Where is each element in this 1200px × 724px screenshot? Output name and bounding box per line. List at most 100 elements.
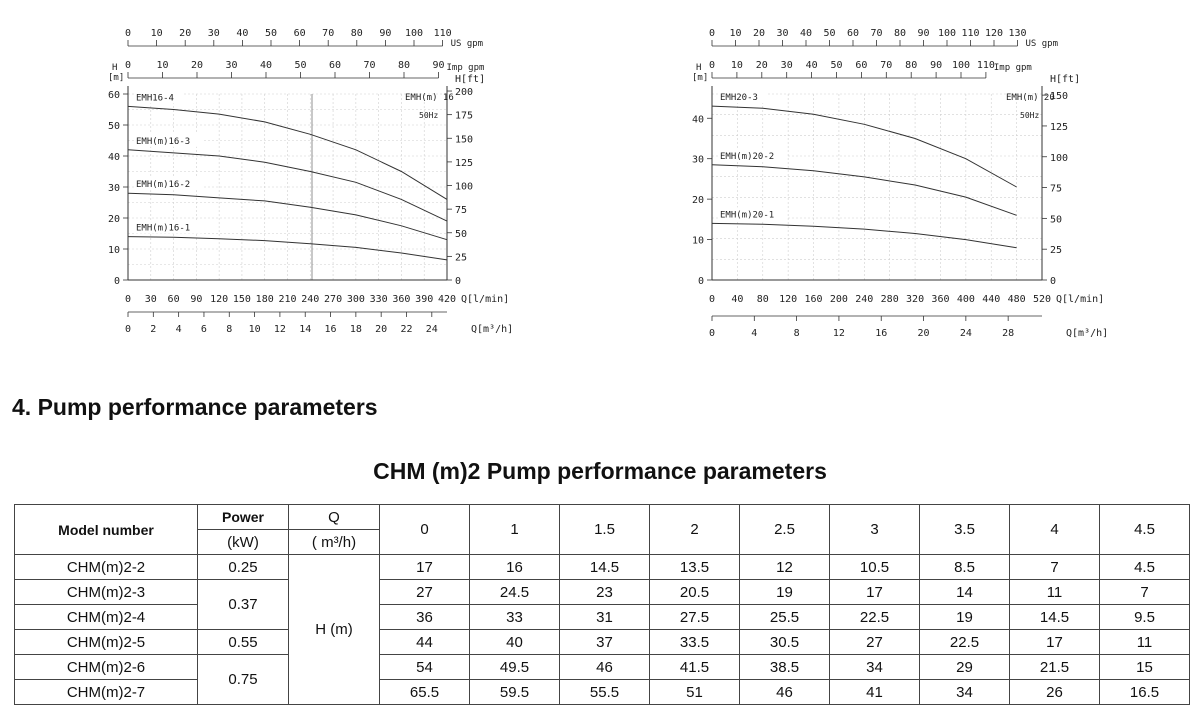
- imp-gpm-tick-label: 40: [260, 60, 272, 71]
- head-value-cell: 24.5: [469, 579, 560, 605]
- series-label-bg: [718, 207, 786, 221]
- h-tick-label: 0: [698, 276, 704, 287]
- h-tick-label: 0: [114, 276, 120, 287]
- imp-gpm-tick-label: 60: [329, 60, 341, 71]
- q-m3h-tick-label: 2: [150, 324, 156, 335]
- q-m3h-tick-label: 14: [299, 324, 311, 335]
- q-lmin-tick-label: 40: [731, 294, 743, 305]
- flow-header: 3.5: [919, 504, 1010, 555]
- q-m3h-tick-label: 4: [751, 328, 757, 339]
- series-label: EMH20-3: [720, 93, 758, 103]
- q-m3h-tick-label: 10: [249, 324, 261, 335]
- imp-gpm-tick-label: 20: [191, 60, 203, 71]
- head-value-cell: 16: [469, 554, 560, 580]
- head-value-cell: 19: [919, 604, 1010, 630]
- q-lmin-tick-label: 390: [415, 294, 433, 305]
- freq-label: 50Hz: [1020, 111, 1039, 120]
- h-tick-label: 40: [692, 114, 704, 125]
- q-lmin-tick-label: 120: [779, 294, 797, 305]
- us-gpm-tick-label: 110: [434, 28, 452, 39]
- q-lmin-tick-label: 400: [957, 294, 975, 305]
- h-tick-label: 30: [692, 155, 704, 166]
- head-value-cell: 7: [1099, 579, 1190, 605]
- head-value-cell: 13.5: [649, 554, 740, 580]
- q-lmin-tick-label: 300: [347, 294, 365, 305]
- head-value-cell: 20.5: [649, 579, 740, 605]
- ft-tick-label: 125: [1050, 122, 1068, 133]
- h-tick-label: 20: [108, 214, 120, 225]
- table-row: CHM(m)2-2 0.25 H (m) 17 16 14.5 13.5 12 10.5 8.5 7…: [14, 554, 1190, 705]
- model-header: Model number: [14, 504, 198, 555]
- head-value-cell: 40: [469, 629, 560, 655]
- head-value-cell: 54: [379, 654, 470, 680]
- power-header: Power: [197, 504, 289, 530]
- us-gpm-tick-label: 90: [379, 28, 391, 39]
- power-cell: 0.55: [197, 629, 289, 655]
- series-label: EMH(m)20-1: [720, 210, 774, 220]
- q-m3h-tick-label: 12: [833, 328, 845, 339]
- head-value-cell: 37: [559, 629, 650, 655]
- imp-gpm-tick-label: 10: [156, 60, 168, 71]
- h-ft-label: H[ft]: [455, 74, 485, 85]
- series-label-bg: [134, 177, 202, 191]
- ft-tick-label: 150: [1050, 91, 1068, 102]
- q-m3h-tick-label: 8: [226, 324, 232, 335]
- q-lmin-tick-label: 330: [370, 294, 388, 305]
- q-lmin-tick-label: 320: [906, 294, 924, 305]
- us-gpm-tick-label: 60: [847, 28, 859, 39]
- q-lmin-tick-label: 360: [931, 294, 949, 305]
- imp-gpm-tick-label: 50: [294, 60, 306, 71]
- power-cell: 0.25: [197, 554, 289, 580]
- head-value-cell: 21.5: [1009, 654, 1100, 680]
- ft-tick-label: 75: [1050, 184, 1062, 195]
- head-value-cell: 9.5: [1099, 604, 1190, 630]
- flow-header: 4.5: [1099, 504, 1190, 555]
- h-tick-label: 30: [108, 183, 120, 194]
- flow-header: 1: [469, 504, 560, 555]
- q-m3h-tick-label: 22: [400, 324, 412, 335]
- ft-tick-label: 75: [455, 205, 467, 216]
- ft-tick-label: 50: [455, 229, 467, 240]
- q-lmin-tick-label: 160: [805, 294, 823, 305]
- series-curve-1: [711, 105, 1017, 188]
- head-value-cell: 7: [1009, 554, 1100, 580]
- series-label: EMH(m)16-3: [136, 137, 190, 147]
- model-cell: CHM(m)2-6: [14, 654, 198, 680]
- us-gpm-tick-label: 40: [800, 28, 812, 39]
- series-curve-2: [711, 164, 1017, 216]
- table-row: CHM(m)2-6 0.75 54 49.5 46 41.5 38.5 34 29 21.5 15: [14, 654, 1190, 705]
- us-gpm-tick-label: 120: [985, 28, 1003, 39]
- imp-gpm-tick-label: 70: [363, 60, 375, 71]
- q-m3h-tick-label: 20: [918, 328, 930, 339]
- imp-gpm-tick-label: 80: [398, 60, 410, 71]
- head-value-cell: 55.5: [559, 679, 650, 705]
- series-label: EMH(m)16-1: [136, 224, 190, 234]
- head-value-cell: 23: [559, 579, 650, 605]
- us-gpm-tick-label: 20: [753, 28, 765, 39]
- h-tick-label: 60: [108, 90, 120, 101]
- q-lmin-tick-label: 80: [757, 294, 769, 305]
- q-lmin-tick-label: 480: [1008, 294, 1026, 305]
- table-row: CHM(m)2-5 0.55 44 40 37 33.5 30.5 27 22.5 17 11: [14, 629, 1190, 655]
- table-header-row-2: (kW) ( m³/h): [15, 529, 1190, 555]
- q-lmin-tick-label: 270: [324, 294, 342, 305]
- q-lmin-tick-label: 150: [233, 294, 251, 305]
- h-ft-label: H[ft]: [1050, 74, 1080, 85]
- h-label: H: [696, 63, 701, 73]
- imp-gpm-tick-label: 70: [880, 60, 892, 71]
- series-curve-4: [127, 236, 448, 261]
- head-value-cell: 36: [379, 604, 470, 630]
- q-lmin-tick-label: 120: [210, 294, 228, 305]
- q-m3h-tick-label: 0: [125, 324, 131, 335]
- head-value-cell: 51: [649, 679, 740, 705]
- ft-tick-label: 50: [1050, 214, 1062, 225]
- head-value-cell: 29: [919, 654, 1010, 680]
- q-m3h-tick-label: 8: [794, 328, 800, 339]
- imp-gpm-label: Imp gpm: [447, 63, 485, 73]
- head-value-cell: 26: [1009, 679, 1100, 705]
- imp-gpm-tick-label: 100: [952, 60, 970, 71]
- head-value-cell: 31: [559, 604, 650, 630]
- head-value-cell: 10.5: [829, 554, 920, 580]
- series-label: EMH16-4: [136, 93, 174, 103]
- q-m3h-tick-label: 28: [1002, 328, 1014, 339]
